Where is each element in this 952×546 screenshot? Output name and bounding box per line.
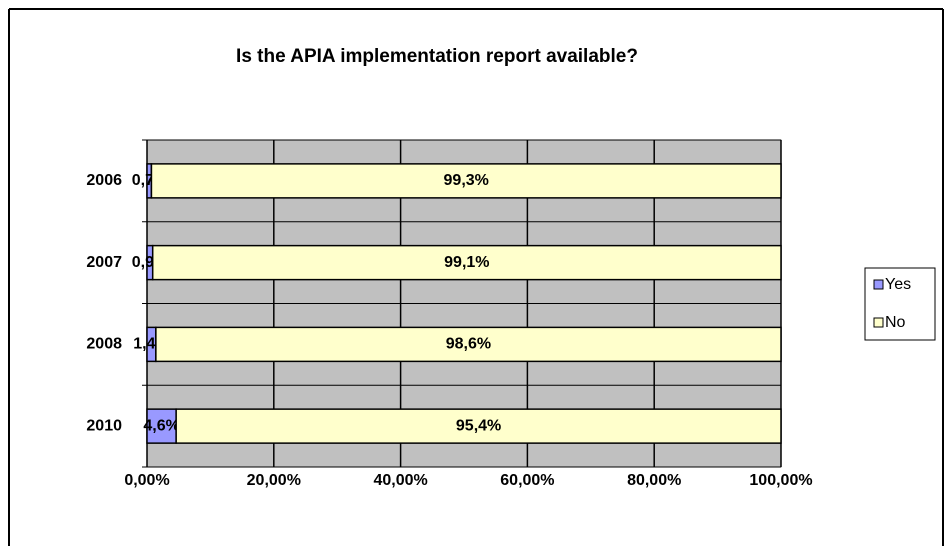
bar <box>155 326 782 363</box>
legend-swatch <box>873 279 884 290</box>
x-tick-label: 100,00% <box>749 472 812 489</box>
data-label: 4,6% <box>143 417 179 434</box>
bar <box>175 408 782 444</box>
y-tick-label: 2006 <box>86 172 122 189</box>
x-tick-label: 0,00% <box>124 472 169 489</box>
data-label: 99,3% <box>444 172 489 189</box>
y-tick-label: 2007 <box>86 254 122 271</box>
data-label: 98,6% <box>446 336 491 353</box>
bar <box>151 244 782 281</box>
bar <box>146 408 177 444</box>
x-tick-label: 60,00% <box>500 472 554 489</box>
y-tick-label: 2010 <box>86 417 122 434</box>
legend-label: Yes <box>885 276 911 293</box>
legend-label: No <box>885 314 906 331</box>
data-label: 99,1% <box>444 254 489 271</box>
legend-swatch <box>873 317 884 328</box>
bar <box>150 163 782 199</box>
x-tick-label: 20,00% <box>247 472 301 489</box>
x-tick-label: 80,00% <box>627 472 681 489</box>
data-label: 95,4% <box>456 417 501 434</box>
x-tick-label: 40,00% <box>373 472 427 489</box>
chart-title: Is the APIA implementation report availa… <box>236 46 638 67</box>
y-tick-label: 2008 <box>86 336 122 353</box>
